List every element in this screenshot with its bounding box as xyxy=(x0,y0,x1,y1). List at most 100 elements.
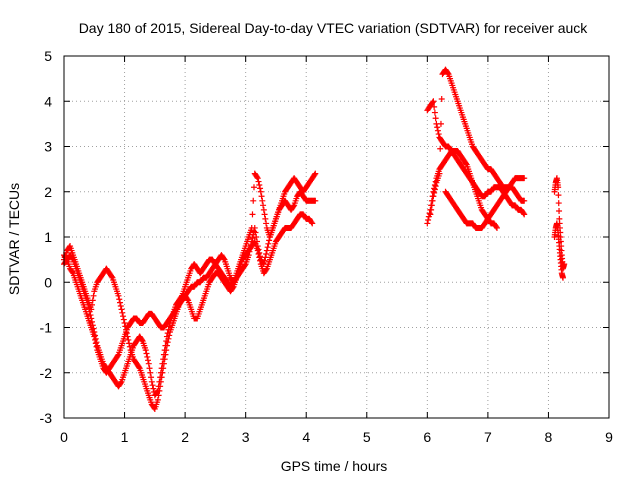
data-point xyxy=(521,197,528,204)
data-point xyxy=(149,382,156,389)
data-point xyxy=(117,299,124,306)
data-point xyxy=(150,385,157,392)
data-point xyxy=(432,115,439,122)
data-point xyxy=(425,217,432,224)
data-point xyxy=(158,374,165,381)
data-point xyxy=(521,211,528,218)
data-point xyxy=(88,315,95,322)
chart-title: Day 180 of 2015, Sidereal Day-to-day VTE… xyxy=(79,20,589,36)
data-point xyxy=(148,374,155,381)
data-point xyxy=(431,103,438,110)
y-tick-label: -2 xyxy=(40,365,53,381)
y-tick-label: 2 xyxy=(44,184,52,200)
x-tick-label: 7 xyxy=(484,429,492,445)
y-tick-label: -3 xyxy=(40,410,53,426)
data-point xyxy=(89,297,96,304)
data-point xyxy=(157,383,164,390)
data-point xyxy=(92,335,99,342)
data-point xyxy=(311,171,318,178)
series-trace-g xyxy=(442,184,528,231)
data-point xyxy=(428,197,435,204)
data-point xyxy=(254,174,261,181)
data-point xyxy=(157,378,164,385)
data-point xyxy=(160,360,167,367)
data-point xyxy=(438,95,445,102)
data-point xyxy=(312,197,319,204)
data-point xyxy=(264,244,271,251)
data-point xyxy=(165,335,172,342)
data-point xyxy=(263,266,270,273)
x-axis-label: GPS time / hours xyxy=(281,458,388,474)
x-tick-label: 1 xyxy=(121,429,129,445)
x-tick-label: 6 xyxy=(423,429,431,445)
data-point xyxy=(92,332,99,339)
data-point xyxy=(88,306,95,313)
data-point xyxy=(432,178,439,185)
data-point xyxy=(263,247,270,254)
data-point xyxy=(254,247,261,254)
data-point xyxy=(259,197,266,204)
data-point xyxy=(430,188,437,195)
data-point xyxy=(116,296,123,303)
x-tick-label: 4 xyxy=(302,429,310,445)
data-point xyxy=(434,124,441,131)
data-point xyxy=(431,185,438,192)
data-point xyxy=(520,210,527,217)
data-point xyxy=(249,211,256,218)
data-point xyxy=(135,364,142,371)
data-point xyxy=(126,343,133,350)
data-point xyxy=(435,131,442,138)
series-trace-d xyxy=(424,98,528,218)
data-point xyxy=(429,99,436,106)
data-point xyxy=(308,219,315,226)
grid xyxy=(64,56,609,418)
data-point xyxy=(437,145,444,152)
data-point xyxy=(309,220,316,227)
data-point xyxy=(144,353,151,360)
x-tick-label: 0 xyxy=(60,429,68,445)
data-point xyxy=(162,351,169,358)
data-point xyxy=(154,396,161,403)
data-point xyxy=(250,184,257,191)
data-point xyxy=(114,352,121,359)
data-point xyxy=(89,301,96,308)
y-tick-label: -1 xyxy=(40,320,53,336)
data-marks xyxy=(61,66,568,412)
data-point xyxy=(262,215,269,222)
series-trace-c xyxy=(61,170,319,412)
data-point xyxy=(159,369,166,376)
data-point xyxy=(255,250,262,257)
data-point xyxy=(263,220,270,227)
data-point xyxy=(155,392,162,399)
x-tick-label: 5 xyxy=(363,429,371,445)
data-point xyxy=(312,170,319,177)
data-point xyxy=(142,347,149,354)
data-point xyxy=(521,175,528,182)
x-tick-label: 3 xyxy=(242,429,250,445)
y-tick-label: 4 xyxy=(44,93,52,109)
data-point xyxy=(493,224,500,231)
y-tick-label: 3 xyxy=(44,139,52,155)
data-point xyxy=(146,365,153,372)
data-point xyxy=(121,319,128,326)
data-point xyxy=(143,350,150,357)
data-point xyxy=(145,357,152,364)
data-point xyxy=(117,303,124,310)
data-point xyxy=(220,255,227,262)
data-point xyxy=(431,181,438,188)
data-point xyxy=(256,181,263,188)
data-point xyxy=(123,326,130,333)
data-point xyxy=(253,234,260,240)
series-trace-b xyxy=(61,211,316,399)
data-point xyxy=(126,340,133,347)
data-point xyxy=(556,207,563,214)
data-point xyxy=(89,318,96,325)
data-point xyxy=(87,312,94,319)
data-point xyxy=(444,69,451,76)
data-point xyxy=(147,369,154,376)
y-tick-label: 0 xyxy=(44,274,52,290)
data-point xyxy=(145,360,152,367)
data-point xyxy=(290,203,297,210)
data-point xyxy=(424,220,431,227)
